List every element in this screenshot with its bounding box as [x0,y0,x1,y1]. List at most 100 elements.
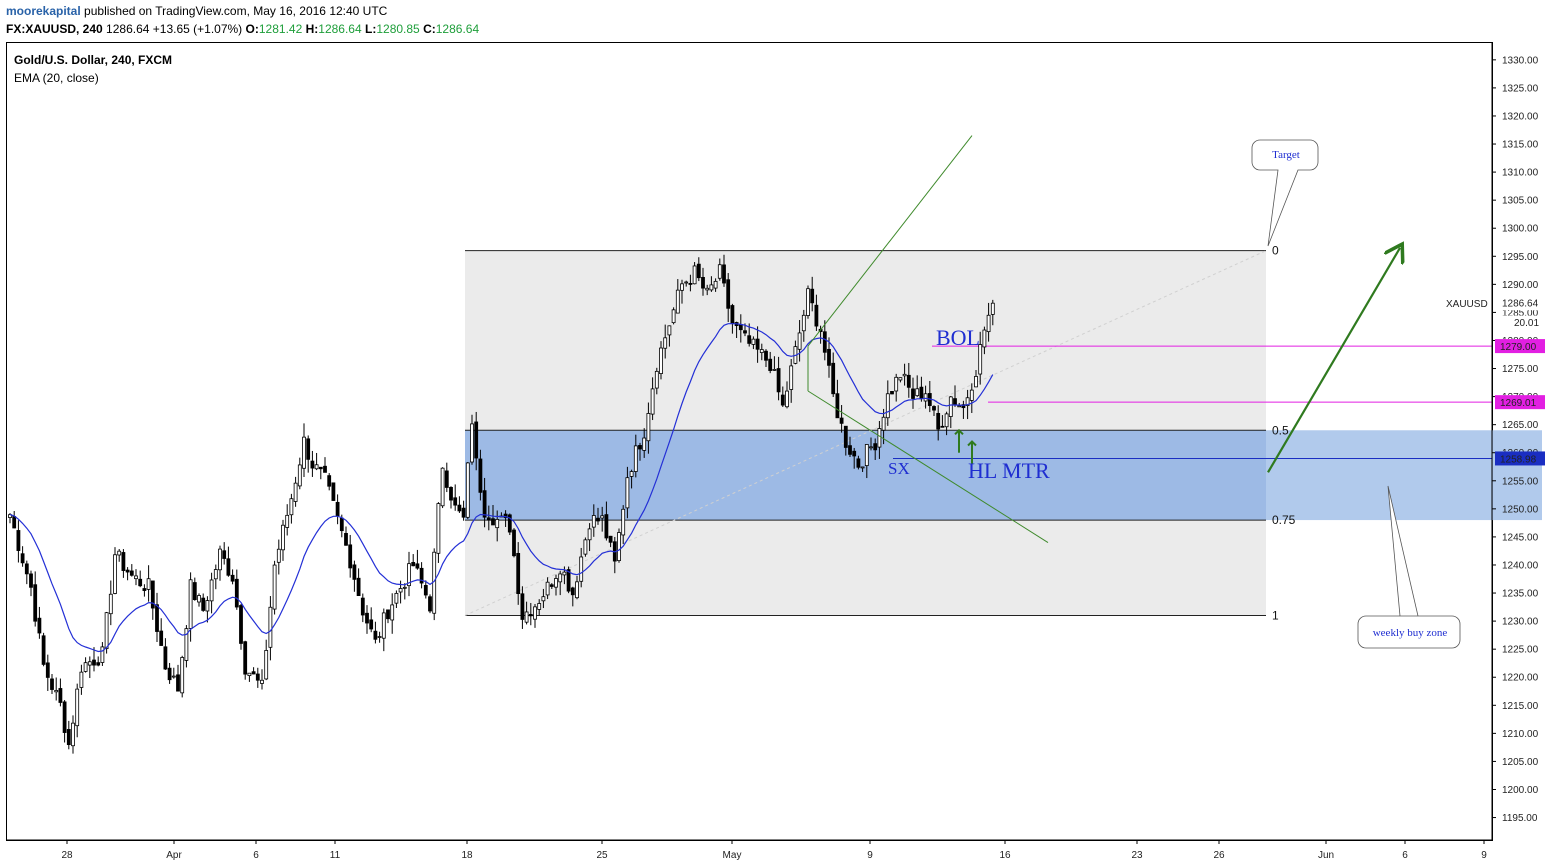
candle-body [873,443,878,451]
candle-body [394,592,399,604]
y-tick-label: 1220.00 [1502,673,1539,684]
candle-body [465,462,470,518]
candle-body [470,423,474,463]
y-tick-label: 1215.00 [1502,701,1539,712]
candle [923,385,928,409]
candle [201,593,206,612]
buy-zone-overlap [465,430,1266,521]
candle [877,420,882,459]
wedge-upper-line [807,135,973,347]
candle [314,452,319,471]
x-tick-label: 9 [1481,850,1487,861]
candle-body [722,264,726,284]
candle [323,457,327,473]
candle-body [344,532,348,546]
candle-body [554,578,558,588]
candle [180,655,185,698]
candle-body [142,588,147,591]
candle-body [717,264,722,279]
candle-body [180,657,185,694]
candle [365,605,369,634]
candle-body [990,302,995,315]
candle-body [323,465,327,473]
candle [940,415,945,428]
candle-body [650,388,655,415]
candle [352,560,357,592]
candle [16,520,21,563]
candle-body [163,646,168,670]
candle-body [944,413,949,428]
y-tick-label: 1265.00 [1502,420,1539,431]
candle [209,572,214,614]
sx-annotation: SX [888,459,910,478]
candle-body [587,528,592,541]
candle [780,386,785,408]
candle [482,477,487,528]
candle-body [604,514,609,539]
candle [138,570,143,588]
candle-body [961,404,966,409]
candle [512,528,516,558]
candle [848,436,852,458]
candle [100,642,105,666]
candle [37,606,42,639]
candle-body [822,331,827,353]
candle-body [852,450,857,457]
candle-body [814,304,819,327]
price-badge [1495,395,1545,410]
y-tick-label: 1325.00 [1502,83,1539,94]
candle [297,457,302,490]
candle-body [911,388,915,399]
candle [486,505,491,531]
candle-body [125,569,130,573]
candle-body [486,517,491,521]
candle [759,343,764,361]
y-tick-label: 1320.00 [1502,111,1539,122]
candle [843,425,848,456]
candle [108,580,113,626]
candle-body [461,507,466,518]
candle [390,593,395,634]
candle [356,568,361,597]
author-link[interactable]: moorekapital [6,4,81,18]
ema-line [9,323,994,653]
candle [528,602,533,626]
target-callout-label: Target [1272,149,1300,161]
candle [440,467,445,509]
candle [625,466,630,519]
candle-body [318,466,323,470]
y-tick-label: 1310.00 [1502,168,1539,179]
candle-body [79,671,84,688]
chart-legend-indicator[interactable]: EMA (20, close) [14,71,99,85]
candle [642,428,647,458]
candle [50,673,54,695]
candle-body [545,581,550,596]
candle [558,570,563,596]
low-label: L: [365,22,377,36]
candle-body [365,612,369,624]
candle [75,683,80,738]
candle-body [768,358,773,371]
candle-body [213,569,218,580]
candle-body [16,530,21,551]
candle [495,510,500,542]
candle [465,461,470,520]
candle-body [482,490,487,518]
candle-body [260,679,264,684]
candle-body [58,688,63,703]
candle [961,400,966,419]
candle-body [663,337,668,349]
y-tick-label: 1315.00 [1502,140,1539,151]
candle-body [335,501,340,517]
candle [96,656,101,667]
candle-body [386,609,390,620]
candle-body [272,564,277,610]
candle [222,542,227,565]
target-arrow [1267,248,1400,473]
candle-body [915,388,920,397]
symbol-label: FX:XAUUSD, 240 [6,22,103,36]
candle-body [37,617,42,634]
candle-body [646,413,651,442]
candle-body [906,374,911,388]
